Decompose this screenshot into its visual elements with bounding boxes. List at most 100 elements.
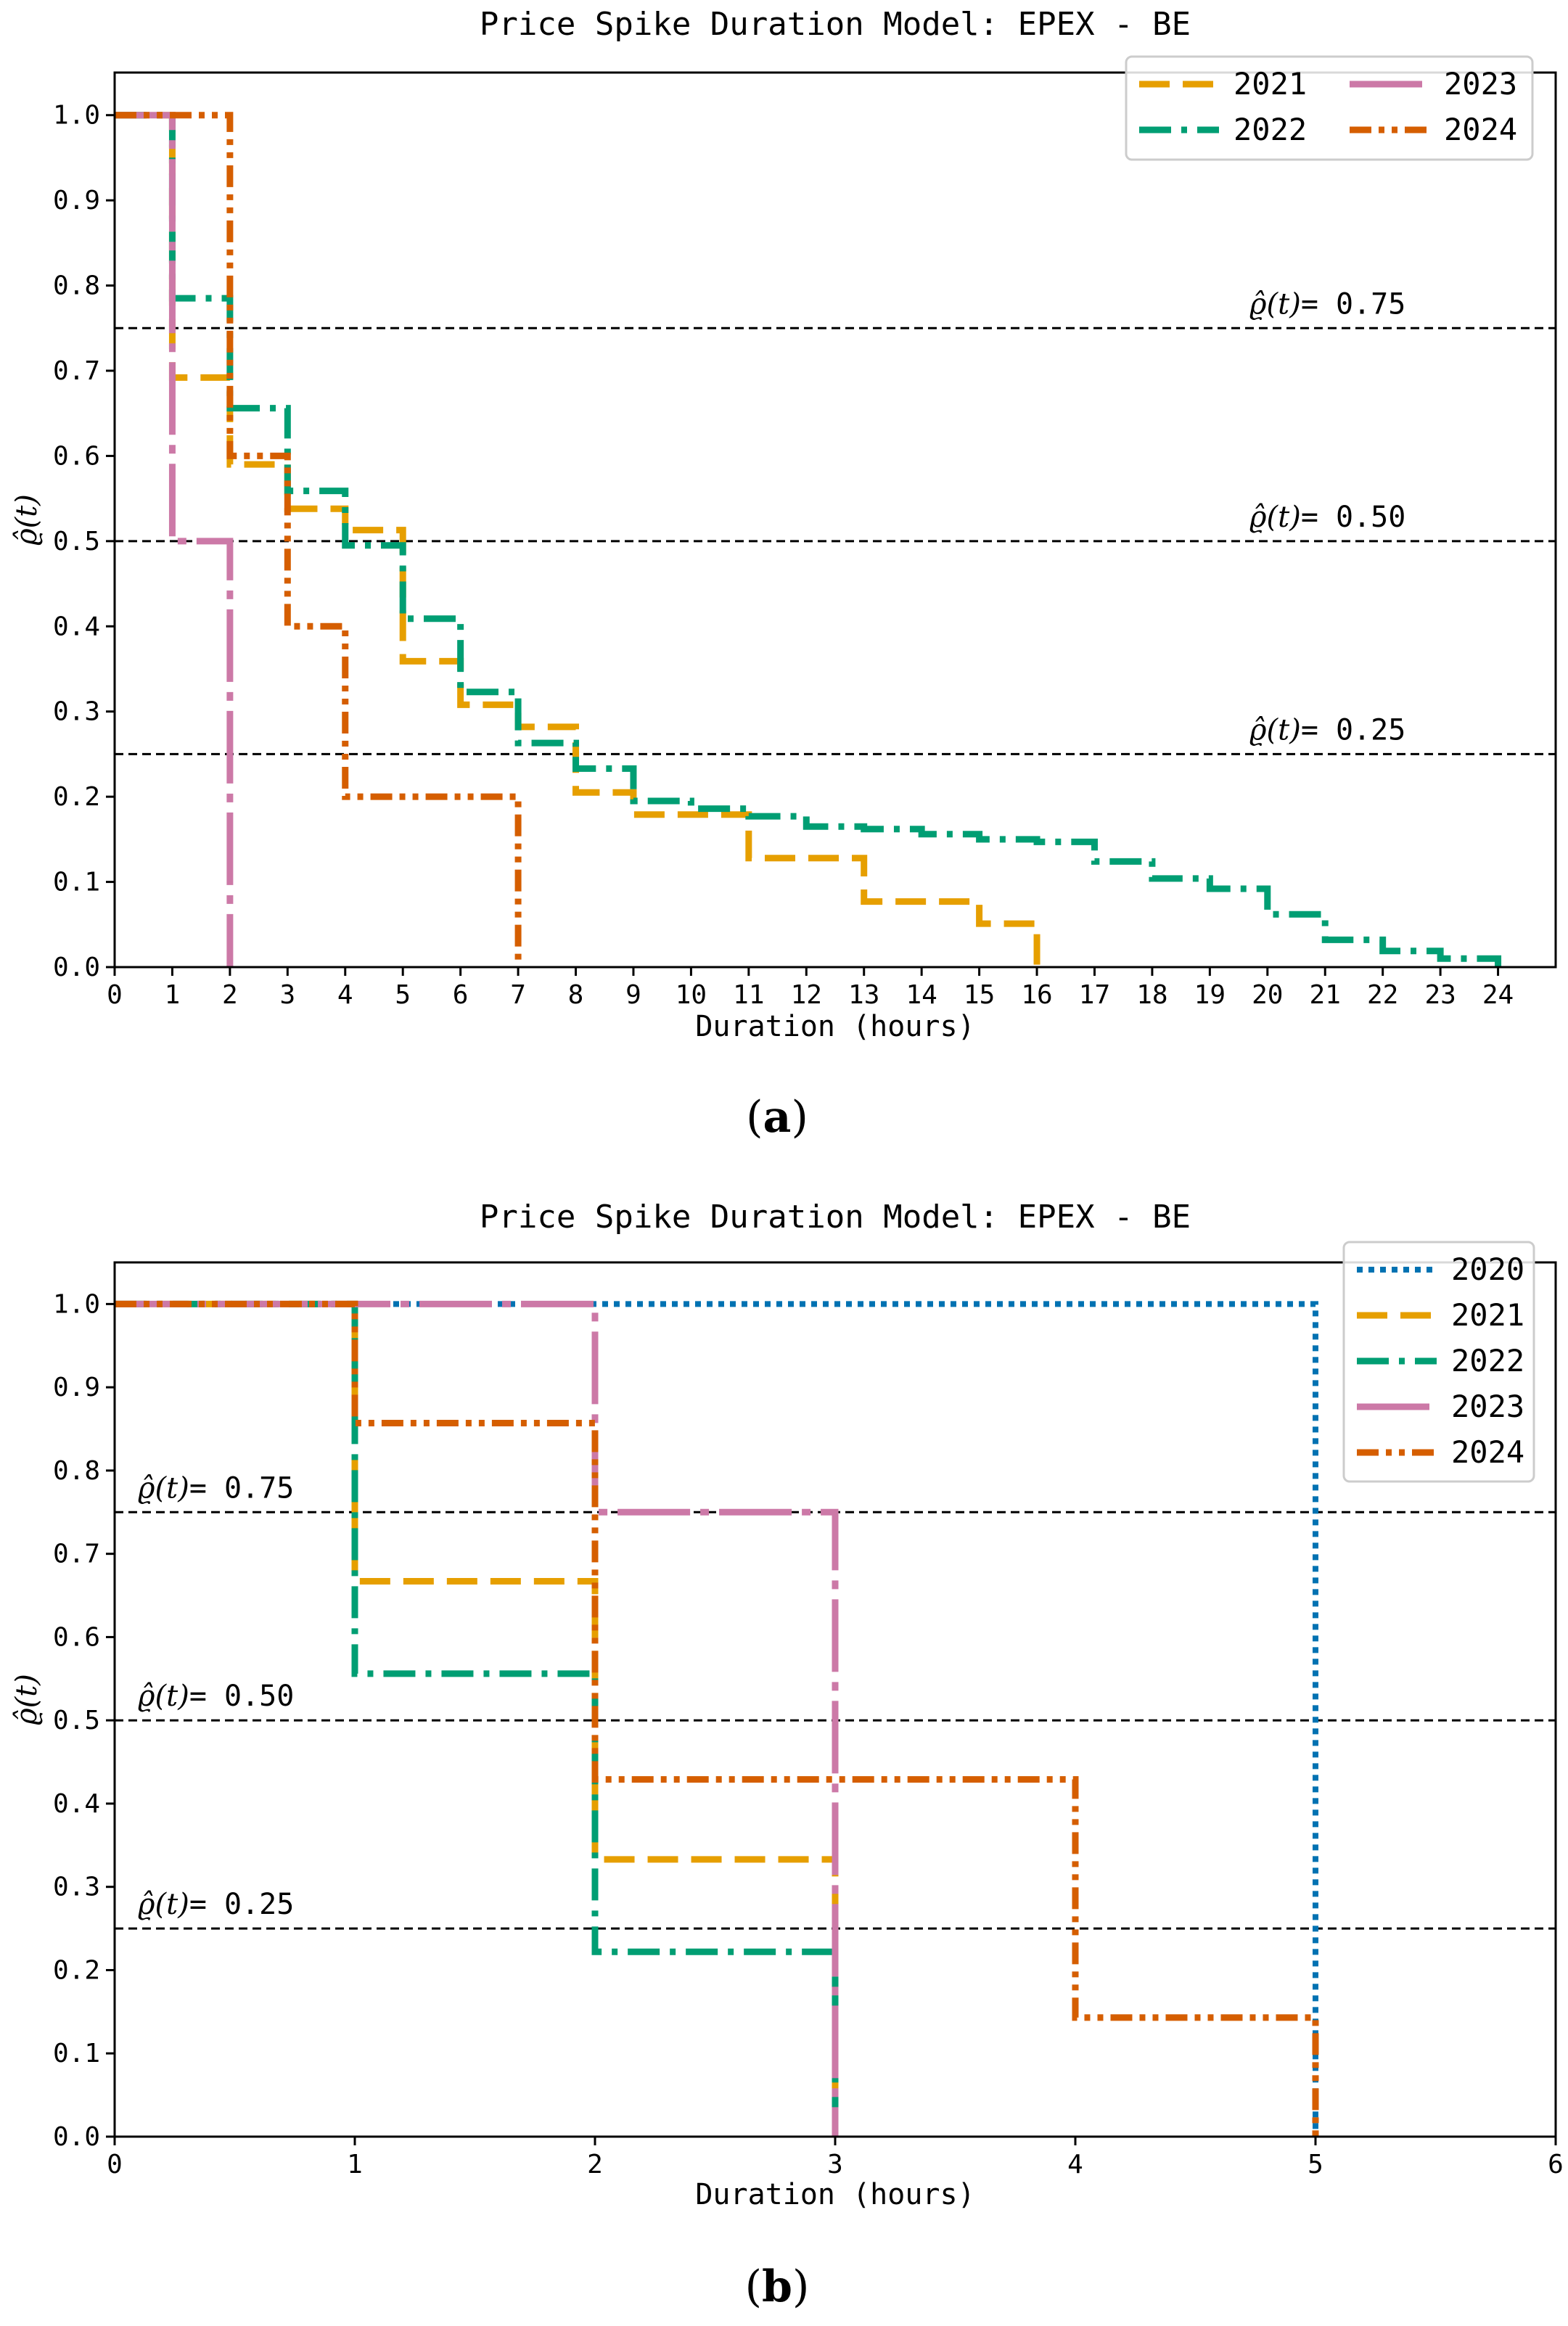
y-tick-label: 0.7 — [53, 356, 100, 386]
y-tick-label: 1.0 — [53, 101, 100, 131]
legend-item-2023: 2023 — [1350, 66, 1517, 102]
x-axis-label: Duration (hours) — [695, 2178, 974, 2211]
y-tick-label: 0.9 — [53, 186, 100, 215]
x-tick-label: 15 — [964, 980, 995, 1010]
x-tick-label: 20 — [1252, 980, 1283, 1010]
x-tick-label: 0 — [107, 2150, 123, 2179]
y-tick-label: 0.6 — [53, 1622, 100, 1652]
x-tick-label: 0 — [107, 980, 123, 1010]
subfigure-label: (b) — [745, 2261, 810, 2312]
y-tick-label: 0.5 — [53, 527, 100, 556]
x-tick-label: 3 — [827, 2150, 843, 2179]
reference-line-label: ϱ̂(t)= 0.25 — [1249, 713, 1405, 747]
legend: 2020 2021 2022 2023 2024 — [1342, 1241, 1535, 1483]
legend-label: 2023 — [1451, 1389, 1524, 1424]
x-tick-label: 8 — [568, 980, 584, 1010]
reference-line-label: ϱ̂(t)= 0.50 — [1249, 501, 1405, 534]
x-tick-label: 12 — [791, 980, 822, 1010]
x-tick-label: 7 — [510, 980, 526, 1010]
x-tick-label: 13 — [848, 980, 879, 1010]
x-tick-label: 11 — [733, 980, 764, 1010]
y-axis-label: ϱ̂(t) — [10, 494, 44, 546]
x-tick-label: 6 — [1548, 2150, 1564, 2179]
legend-frame — [1125, 55, 1534, 161]
legend-item-2024: 2024 — [1350, 112, 1517, 147]
y-tick-label: 0.4 — [53, 1789, 100, 1819]
y-tick-label: 0.8 — [53, 271, 100, 301]
legend-item-2023: 2023 — [1357, 1389, 1524, 1424]
chart-title: Price Spike Duration Model: EPEX - BE — [480, 1199, 1191, 1236]
x-tick-label: 19 — [1194, 980, 1226, 1010]
y-tick-label: 0.2 — [53, 782, 100, 812]
x-tick-label: 10 — [676, 980, 707, 1010]
y-tick-label: 0.2 — [53, 1955, 100, 1985]
x-tick-label: 24 — [1482, 980, 1514, 1010]
reference-line-label: ϱ̂(t)= 0.50 — [138, 1680, 294, 1713]
legend-item-2020: 2020 — [1357, 1252, 1524, 1287]
y-tick-label: 0.6 — [53, 441, 100, 471]
chart-panel-a: Price Spike Duration Model: EPEX - BE ϱ̂(… — [10, 6, 1557, 1143]
x-tick-label: 17 — [1079, 980, 1110, 1010]
y-tick-label: 0.3 — [53, 1873, 100, 1902]
series-line-2021 — [115, 112, 1040, 967]
legend-item-2021: 2021 — [1139, 66, 1307, 102]
subfigure-label: (a) — [746, 1092, 808, 1143]
x-tick-label: 18 — [1136, 980, 1167, 1010]
y-tick-label: 1.0 — [53, 1289, 100, 1319]
x-tick-label: 1 — [347, 2150, 363, 2179]
x-tick-label: 21 — [1310, 980, 1341, 1010]
legend-item-2021: 2021 — [1357, 1297, 1524, 1333]
y-tick-label: 0.9 — [53, 1373, 100, 1402]
legend-frame — [1342, 1241, 1535, 1483]
legend-label: 2020 — [1451, 1252, 1524, 1287]
x-tick-label: 23 — [1424, 980, 1456, 1010]
series-line-2023 — [115, 1300, 839, 2137]
chart-title: Price Spike Duration Model: EPEX - BE — [480, 6, 1191, 43]
plot-area — [113, 71, 1557, 969]
x-tick-label: 22 — [1367, 980, 1398, 1010]
x-tick-label: 3 — [279, 980, 295, 1010]
y-tick-label: 0.1 — [53, 868, 100, 897]
reference-line-label: ϱ̂(t)= 0.25 — [138, 1888, 294, 1921]
y-tick-label: 0.4 — [53, 612, 100, 641]
legend: 2021 2023 2022 2024 — [1125, 55, 1534, 161]
series-line-2024 — [115, 112, 522, 967]
legend-item-2022: 2022 — [1357, 1343, 1524, 1378]
y-tick-label: 0.0 — [53, 2122, 100, 2152]
x-tick-label: 14 — [906, 980, 937, 1010]
x-tick-label: 2 — [587, 2150, 603, 2179]
series-line-2022 — [115, 112, 1502, 967]
legend-label: 2023 — [1444, 66, 1517, 102]
x-tick-label: 5 — [395, 980, 411, 1010]
y-tick-label: 0.7 — [53, 1540, 100, 1569]
reference-line-label: ϱ̂(t)= 0.75 — [138, 1471, 294, 1505]
legend-label: 2024 — [1451, 1434, 1524, 1470]
x-tick-label: 16 — [1021, 980, 1052, 1010]
legend-label: 2021 — [1451, 1297, 1524, 1333]
x-axis-label: Duration (hours) — [695, 1010, 974, 1043]
legend-item-2024: 2024 — [1357, 1434, 1524, 1470]
series-line-2024 — [115, 1300, 1319, 2137]
reference-line-label: ϱ̂(t)= 0.75 — [1249, 287, 1405, 321]
y-tick-label: 0.3 — [53, 697, 100, 727]
y-tick-label: 0.1 — [53, 2039, 100, 2068]
x-tick-label: 5 — [1308, 2150, 1323, 2179]
x-tick-label: 4 — [337, 980, 353, 1010]
y-tick-label: 0.0 — [53, 953, 100, 982]
x-tick-label: 2 — [222, 980, 238, 1010]
legend-label: 2024 — [1444, 112, 1517, 147]
legend-label: 2022 — [1234, 112, 1307, 147]
y-axis-label: ϱ̂(t) — [10, 1674, 44, 1725]
x-tick-label: 4 — [1067, 2150, 1083, 2179]
x-tick-label: 9 — [625, 980, 641, 1010]
y-tick-label: 0.5 — [53, 1706, 100, 1735]
x-tick-label: 6 — [453, 980, 469, 1010]
x-tick-label: 1 — [165, 980, 181, 1010]
legend-label: 2022 — [1451, 1343, 1524, 1378]
series-line-2023 — [115, 112, 234, 967]
legend-label: 2021 — [1234, 66, 1307, 102]
chart-panel-b: Price Spike Duration Model: EPEX - BE ϱ̂(… — [10, 1199, 1564, 2312]
series-line-2020 — [115, 1301, 1318, 2137]
